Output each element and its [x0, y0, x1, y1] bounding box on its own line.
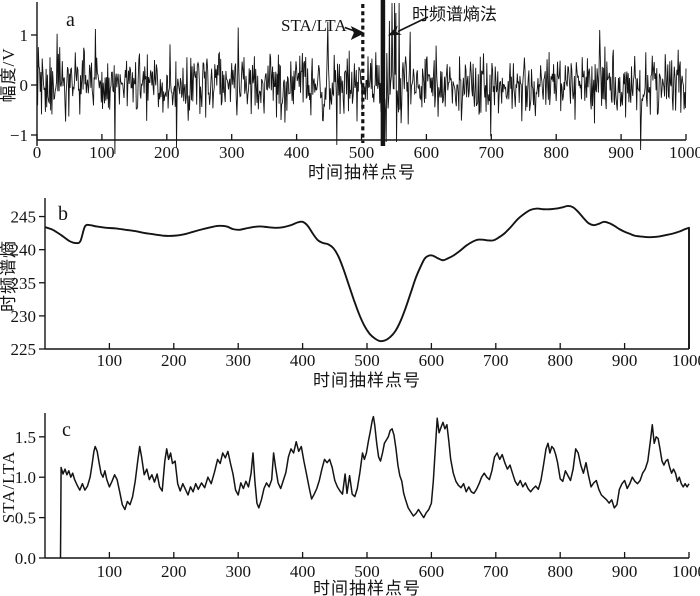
entropy-arrow-head	[387, 25, 402, 36]
axis-spines-b	[44, 198, 689, 350]
x-tick-label: 700	[483, 351, 509, 370]
y-tick-label: 0.0	[15, 549, 36, 568]
y-tick-label: 245	[11, 208, 37, 227]
panel-label-c: c	[62, 419, 71, 441]
x-tick-label: 100	[97, 351, 123, 370]
y-tick-label: 225	[11, 340, 37, 359]
x-tick-label: 300	[225, 562, 251, 581]
x-tick-label: 900	[612, 562, 638, 581]
x-tick-label: 400	[284, 143, 310, 162]
x-tick-label: 800	[543, 143, 569, 162]
waveform-series	[36, 2, 687, 155]
panel-label-a: a	[66, 9, 75, 31]
entropy-series	[44, 205, 690, 349]
x-tick-label: 1000	[672, 562, 700, 581]
x-tick-label: 300	[219, 143, 245, 162]
y-tick-label: 240	[11, 241, 37, 260]
subplot-b-axes-and-series: 100 200 300 400 500 600 700 800 900 1000 225 230 235…	[11, 198, 700, 370]
x-tick-label: 1000	[672, 351, 700, 370]
sta-lta-arrow-head	[350, 26, 365, 40]
y-tick-label: 1	[20, 26, 29, 45]
subplot-a-axes-and-series: 0 100 200 300 400 500 600 700 800 900 1000 −1 0 1	[10, 0, 700, 162]
x-tick-label: 300	[225, 351, 251, 370]
x-axis-label-b: 时间抽样点号	[313, 371, 421, 390]
y-tick-label: 0.5	[15, 509, 36, 528]
x-tick-label: 500	[354, 562, 380, 581]
subplot-a-waveform: 0 100 200 300 400 500 600 700 800 900 1000 −1 0 1 a 时…	[0, 0, 700, 182]
sta-lta-series	[59, 415, 690, 559]
annotation-entropy-method-label: 时频谱熵法	[412, 5, 497, 24]
x-tick-label: 500	[354, 351, 380, 370]
y-tick-label: 230	[11, 307, 37, 326]
x-tick-label: 400	[290, 351, 316, 370]
x-tick-label: 200	[161, 351, 187, 370]
annotation-sta-lta-label: STA/LTA	[281, 16, 347, 35]
y-axis-label-c: STA/LTA	[0, 451, 18, 524]
y-tick-label: −1	[10, 126, 28, 145]
x-tick-label: 600	[419, 351, 445, 370]
x-tick-label: 700	[479, 143, 505, 162]
x-tick-label: 1000	[669, 143, 700, 162]
x-tick-label: 0	[33, 143, 42, 162]
x-tick-label: 800	[547, 351, 573, 370]
x-tick-label: 600	[419, 562, 445, 581]
x-tick-label: 800	[547, 562, 573, 581]
x-tick-label: 500	[349, 143, 375, 162]
x-axis-label-a: 时间抽样点号	[308, 163, 416, 182]
y-axis-label-b: 时频谱熵	[0, 240, 18, 312]
y-axis-label-a: 幅度/V	[0, 48, 18, 103]
x-axis-label-c: 时间抽样点号	[313, 579, 421, 596]
y-tick-label: 0	[20, 76, 29, 95]
x-tick-label: 600	[414, 143, 440, 162]
entropy-arrow-tail	[397, 16, 429, 33]
x-tick-label: 200	[161, 562, 187, 581]
x-tick-label: 400	[290, 562, 316, 581]
x-tick-label: 100	[97, 562, 123, 581]
y-tick-label: 1.0	[15, 468, 36, 487]
y-tick-label: 1.5	[15, 428, 36, 447]
subplot-b-entropy: 100 200 300 400 500 600 700 800 900 1000 225 230 235…	[0, 198, 700, 390]
panel-label-b: b	[58, 203, 68, 225]
x-tick-label: 900	[608, 143, 634, 162]
x-tick-label: 900	[612, 351, 638, 370]
y-tick-label: 235	[11, 274, 37, 293]
x-tick-label: 100	[89, 143, 115, 162]
subplot-c-axes-and-series: 100 200 300 400 500 600 700 800 900 1000 0.0 0.5 1.0…	[15, 413, 700, 581]
x-tick-label: 200	[154, 143, 180, 162]
x-tick-label: 700	[483, 562, 509, 581]
subplot-c-sta-lta: 100 200 300 400 500 600 700 800 900 1000 0.0 0.5 1.0…	[0, 413, 700, 596]
